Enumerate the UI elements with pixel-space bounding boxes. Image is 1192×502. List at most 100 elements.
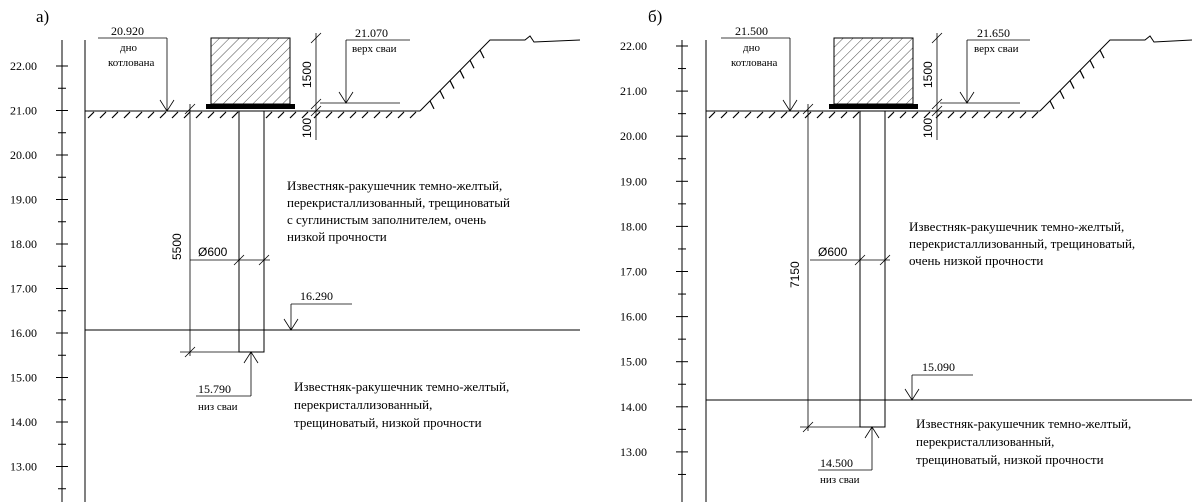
scale-tick-label: 22.00: [10, 59, 37, 73]
panel-b-upper-soil-line: очень низкой прочности: [909, 253, 1043, 268]
panel-a-lower-soil-line: перекристаллизованный,: [294, 397, 432, 412]
scale-tick-label: 22.00: [620, 39, 647, 53]
ground-hatch: [171, 111, 179, 119]
panel-b-caption-dno: дно: [743, 42, 760, 54]
ground-hatch: [159, 111, 167, 119]
panel-a-upper-soil-line: Известняк-ракушечник темно-желтый,: [287, 178, 502, 193]
panel-b-elev-pile-bottom: 14.500: [820, 456, 853, 470]
scale-tick-label: 20.00: [620, 129, 647, 143]
ground-hatch: [887, 111, 895, 119]
ground-hatch: [744, 111, 752, 119]
slope-hatch: [429, 100, 435, 110]
ground-hatch: [207, 111, 215, 119]
panel-a-diameter: Ø600: [190, 245, 270, 266]
ground-hatch: [111, 111, 119, 119]
panel-a-caption-verh: верх сваи: [352, 43, 397, 55]
panel-b-diameter-label: Ø600: [818, 245, 848, 259]
ground-hatch: [373, 111, 381, 119]
ground-hatch: [385, 111, 393, 119]
slope-hatch: [439, 90, 445, 99]
panel-a-upper-soil-line: с суглинистым заполнителем, очень: [287, 212, 486, 227]
scale-tick-label: 15.00: [620, 355, 647, 369]
ground-hatch: [277, 111, 285, 119]
ground-hatch: [301, 111, 309, 119]
scale-tick-label: 21.00: [620, 84, 647, 98]
slope-hatch: [479, 49, 485, 59]
ground-hatch: [840, 111, 848, 119]
panel-b-caption-kotlovana: котлована: [731, 57, 777, 69]
panel-a-lower-soil-line: Известняк-ракушечник темно-желтый,: [294, 379, 509, 394]
panel-b-caption-niz: низ сваи: [820, 474, 860, 486]
panel-a-mark-excavation: 20.920 дно котлована: [98, 24, 175, 112]
ground-hatch: [816, 111, 824, 119]
scale-tick-label: 14.00: [10, 415, 37, 429]
ground-hatch: [265, 111, 273, 119]
ground-hatch: [959, 111, 967, 119]
slope-hatch: [1059, 90, 1065, 99]
panel-b-label: б): [648, 7, 662, 26]
ground-hatch: [289, 111, 297, 119]
ground-hatch: [337, 111, 345, 119]
scale-tick-label: 13.00: [10, 460, 37, 474]
panel-a-dim-100: 100: [300, 118, 314, 138]
panel-a-dim-5500: 5500: [170, 233, 184, 260]
panel-a-grillage-slab: [206, 104, 295, 109]
panel-a-ground: [85, 35, 581, 119]
panel-b-dim-1500: 1500: [921, 61, 935, 88]
panel-a-lower-soil: Известняк-ракушечник темно-желтый, перек…: [294, 379, 509, 430]
panel-b-mark-pile-bottom: 14.500 низ сваи: [818, 426, 880, 486]
panel-a-label: а): [36, 7, 49, 26]
ground-hatch: [756, 111, 764, 119]
panel-a-mark-pile-top: 21.070 верх сваи: [320, 26, 410, 104]
ground-hatch: [397, 111, 405, 119]
panel-a-scale: 22.00 21.00 20.00 19.00 18.00 17.00 16.00 15.00…: [10, 40, 86, 502]
ground-hatch: [195, 111, 203, 119]
panel-b-grillage-slab: [829, 104, 918, 109]
panel-a-upper-soil-line: перекристаллизованный, трещиноватый: [287, 195, 510, 210]
panel-a-caption-kotlovana: котлована: [108, 57, 154, 69]
ground-hatch: [1019, 111, 1027, 119]
scale-tick-label: 21.00: [10, 104, 37, 118]
panel-b-dim-100: 100: [921, 118, 935, 138]
ground-hatch: [792, 111, 800, 119]
scale-tick-label: 19.00: [10, 193, 37, 207]
ground-hatch: [708, 111, 716, 119]
scale-tick-label: 18.00: [620, 219, 647, 233]
panel-a-dim-1500: 1500: [300, 61, 314, 88]
panel-a-upper-soil-line: низкой прочности: [287, 229, 387, 244]
panel-b-diameter: Ø600: [810, 245, 891, 266]
ground-hatch: [720, 111, 728, 119]
slope-hatch: [1049, 100, 1055, 110]
ground-hatch: [409, 111, 417, 119]
panel-a-elev-pile-bottom: 15.790: [198, 382, 231, 396]
ground-hatch: [183, 111, 191, 119]
ground-hatch: [231, 111, 239, 119]
scale-tick-label: 17.00: [620, 265, 647, 279]
slope-hatch: [1069, 80, 1075, 89]
scale-tick-label: 17.00: [10, 282, 37, 296]
panel-b-elev-boundary: 15.090: [922, 360, 955, 374]
panel-b-dim-length: 7150: [788, 103, 860, 433]
ground-hatch: [361, 111, 369, 119]
slope-hatch: [1099, 49, 1105, 59]
panel-b-ground: [706, 35, 1192, 119]
panel-b-mark-boundary: 15.090: [904, 360, 973, 401]
scale-tick-label: 18.00: [10, 237, 37, 251]
panel-a-dim-length: 5500: [170, 103, 239, 358]
panel-b-lower-soil-line: перекристаллизованный,: [916, 434, 1054, 449]
ground-hatch: [852, 111, 860, 119]
scale-tick-label: 13.00: [620, 445, 647, 459]
ground-hatch: [911, 111, 919, 119]
ground-hatch: [87, 111, 95, 119]
slope-hatch: [1089, 60, 1095, 69]
panel-b-lower-soil-line: Известняк-ракушечник темно-желтый,: [916, 416, 1131, 431]
scale-tick-label: 15.00: [10, 371, 37, 385]
panel-b-upper-soil-line: перекристаллизованный, трещиноватый,: [909, 236, 1135, 251]
ground-hatch: [1007, 111, 1015, 119]
scale-tick-label: 20.00: [10, 148, 37, 162]
panel-b-pile-cap: [833, 37, 914, 105]
panel-b-dim-cap: 1500 100: [921, 32, 943, 140]
ground-hatch: [899, 111, 907, 119]
panel-b-elev-excavation: 21.500: [735, 24, 768, 38]
